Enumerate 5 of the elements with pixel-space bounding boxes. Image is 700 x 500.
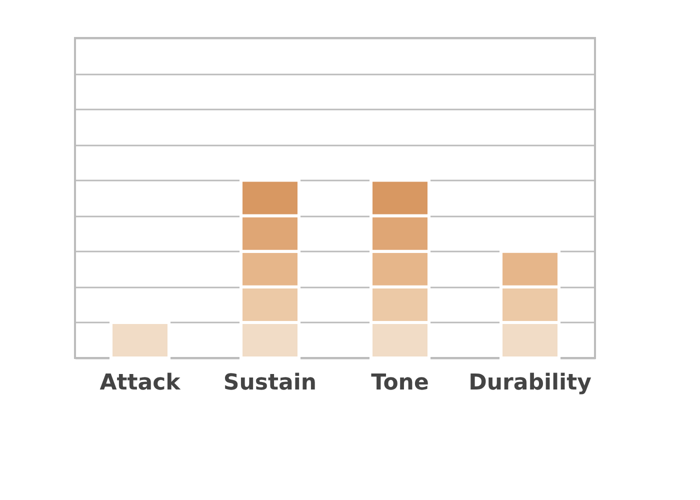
x-tick-label: Tone <box>371 370 429 396</box>
bar <box>110 320 170 360</box>
x-tick-label: Sustain <box>223 370 317 396</box>
x-tick-label: Attack <box>100 370 182 396</box>
x-tick-label: Durability <box>468 370 592 396</box>
